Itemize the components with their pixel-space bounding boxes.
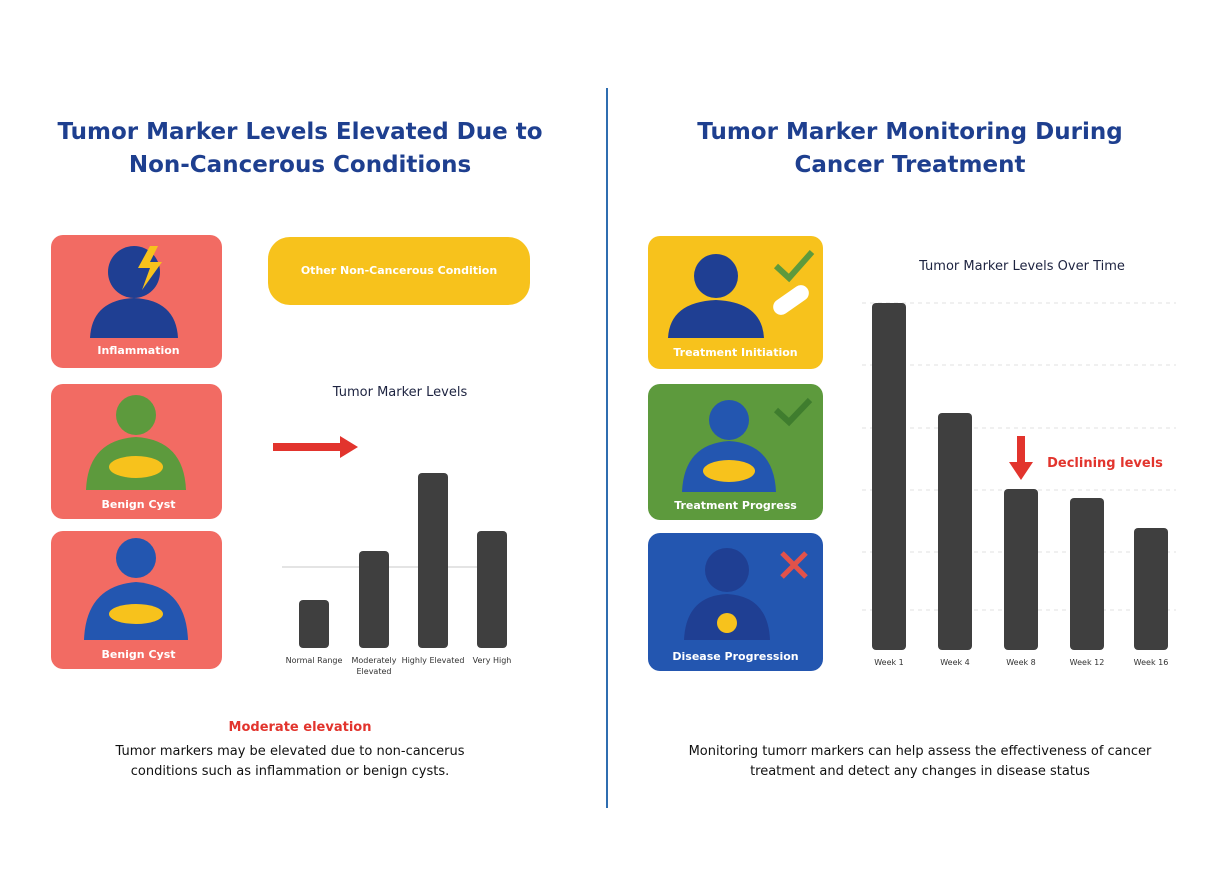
tumor-icon — [717, 613, 737, 633]
card-label: Disease Progression — [672, 650, 799, 663]
annotation: Moderate elevation — [228, 720, 372, 735]
caption: Monitoring tumorr markers can help asses… — [688, 744, 1152, 779]
check-icon — [773, 250, 815, 283]
caption: Tumor markers may be elevated due to non… — [115, 744, 465, 779]
x-icon — [780, 551, 808, 579]
title: Tumor Marker Levels Elevated Due to Non-… — [57, 119, 543, 178]
card-label: Treatment Initiation — [673, 346, 798, 359]
x-tick-label: Week 12 — [1069, 658, 1105, 667]
bar — [299, 600, 329, 648]
x-tick-label: Very High — [472, 656, 512, 665]
bar — [418, 473, 448, 648]
arrow — [273, 436, 358, 458]
title: Tumor Marker Monitoring During Cancer Tr… — [697, 119, 1123, 178]
cyst-icon — [109, 456, 163, 478]
bar — [872, 303, 906, 650]
person-icon — [668, 254, 764, 338]
arrow — [1009, 436, 1033, 480]
x-tick-label: Week 8 — [1006, 658, 1036, 667]
x-tick-label: Week 1 — [874, 658, 904, 667]
x-tick-label: Week 4 — [940, 658, 970, 667]
bar — [477, 531, 507, 648]
bar — [1134, 528, 1168, 650]
bar — [1004, 489, 1038, 650]
callout-bg — [268, 237, 530, 305]
bar — [938, 413, 972, 650]
bar — [359, 551, 389, 648]
x-tick-label: Normal Range — [285, 656, 343, 665]
x-tick-label: Highly Elevated — [401, 656, 465, 665]
card-label: Benign Cyst — [101, 648, 176, 661]
chart-title: Tumor Marker Levels Over Time — [919, 259, 1125, 274]
cyst-icon — [109, 604, 163, 624]
x-tick-label: Moderately Elevated — [351, 656, 397, 676]
card-label: Inflammation — [97, 344, 180, 357]
annotation: Declining levels — [1047, 456, 1163, 471]
chart-title: Tumor Marker Levels — [332, 385, 468, 400]
lightning-icon — [138, 246, 162, 290]
cyst-icon — [703, 460, 755, 482]
callout-label: Other Non-Cancerous Condition — [300, 264, 498, 277]
x-tick-label: Week 16 — [1133, 658, 1169, 667]
check-icon — [773, 397, 813, 427]
card-label: Treatment Progress — [674, 499, 797, 512]
bar — [1070, 498, 1104, 650]
pill-icon — [773, 285, 809, 315]
card-label: Benign Cyst — [101, 498, 176, 511]
